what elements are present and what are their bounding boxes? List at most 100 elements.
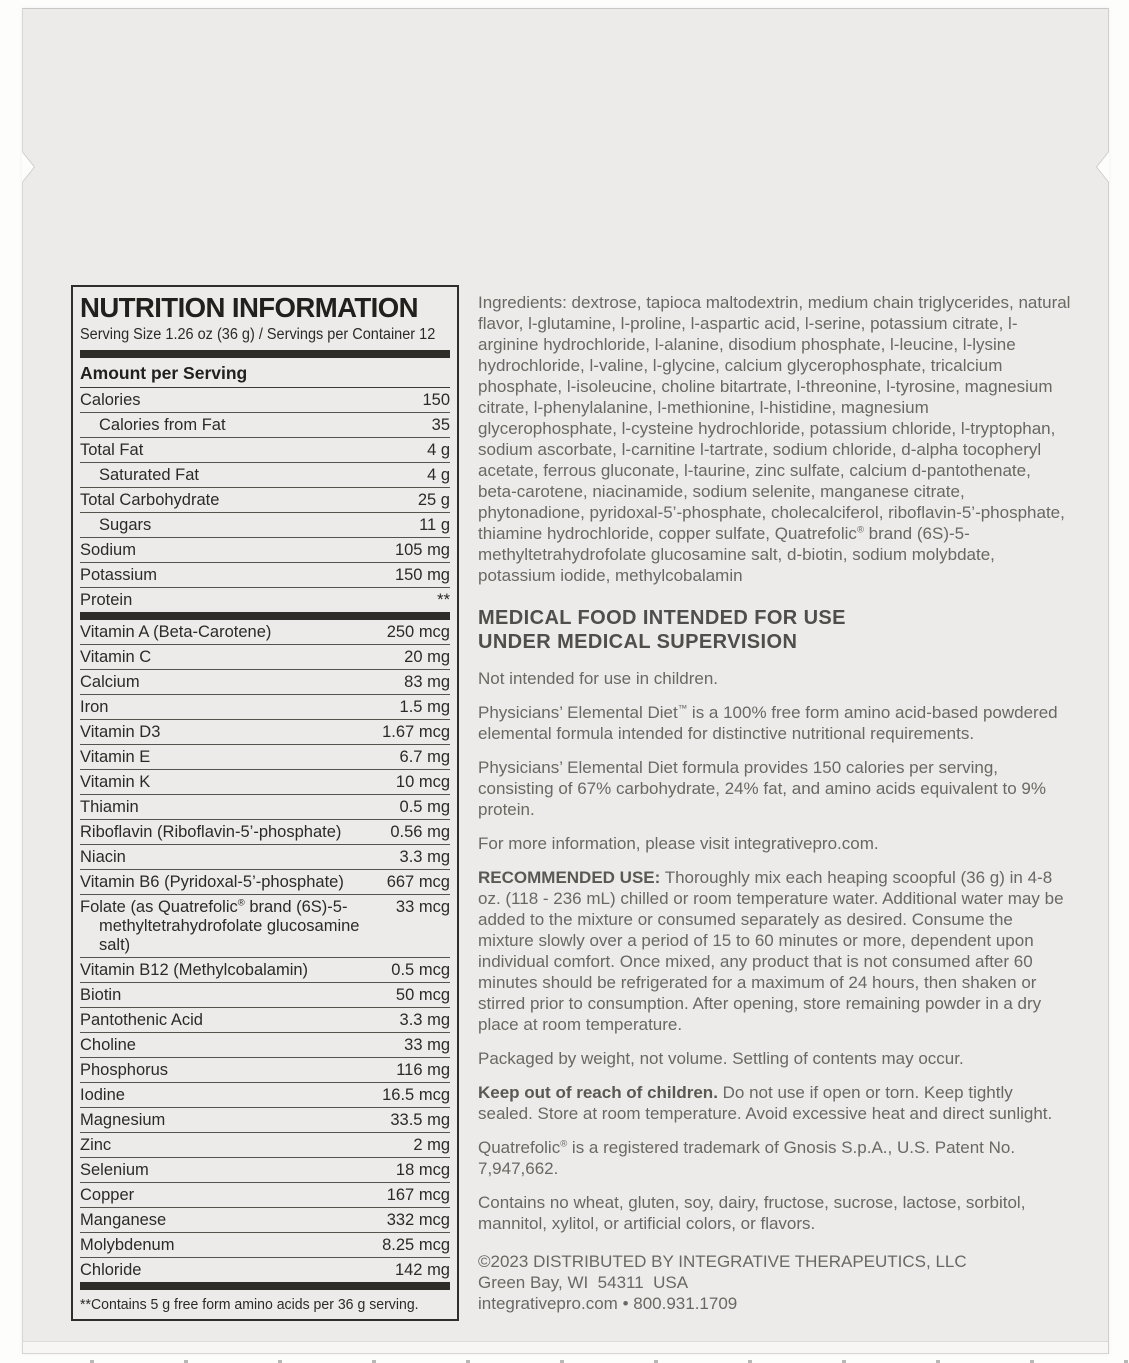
nutrient-label: Sodium xyxy=(80,541,136,559)
nutrient-value: 33.5 mg xyxy=(390,1111,450,1129)
nutrition-row: Choline 33 mg xyxy=(80,1033,450,1058)
nutrient-label: Vitamin K xyxy=(80,773,151,791)
nutrient-label: Total Carbohydrate xyxy=(80,491,220,509)
section-divider xyxy=(80,1282,450,1290)
nutrient-value: 116 mg xyxy=(396,1061,450,1079)
nutrient-value: 2 mg xyxy=(413,1136,450,1154)
nutrient-label: Total Fat xyxy=(80,441,144,459)
nutrient-value: 1.5 mg xyxy=(399,698,450,716)
nutrition-row: Zinc 2 mg xyxy=(80,1133,450,1158)
trademark-mark: ™ xyxy=(677,703,688,715)
nutrition-row: Copper 167 mcg xyxy=(80,1183,450,1208)
nutrition-row: Vitamin E 6.7 mg xyxy=(80,745,450,770)
nutrition-row: Vitamin C 20 mg xyxy=(80,645,450,670)
nutrient-label: Iron xyxy=(80,698,109,716)
nutrient-value: 250 mcg xyxy=(386,623,450,641)
nutrition-row: Iodine 16.5 mcg xyxy=(80,1083,450,1108)
nutrition-row: Total Carbohydrate 25 g xyxy=(80,488,450,513)
nutrition-row: Calcium 83 mg xyxy=(80,670,450,695)
keep-out-of-reach-warning: Keep out of reach of children. Do not us… xyxy=(478,1083,1053,1123)
nutrient-label: Vitamin D3 xyxy=(80,723,161,741)
serving-size-line: Serving Size 1.26 oz (36 g) / Servings p… xyxy=(80,326,436,343)
nutrient-label: Calories xyxy=(80,391,141,409)
nutrient-label: Selenium xyxy=(80,1161,149,1179)
distributor-footer: ©2023 DISTRIBUTED BY INTEGRATIVE THERAPE… xyxy=(478,1251,1072,1314)
nutrient-value: 1.67 mcg xyxy=(382,723,450,741)
nutrient-label: Calcium xyxy=(80,673,140,691)
nutrition-row: Protein ** xyxy=(80,588,450,612)
nutrient-label-line2: methyltetrahydrofolate glucosamine salt) xyxy=(99,917,360,954)
nutrition-row: Selenium 18 mcg xyxy=(80,1158,450,1183)
nutrition-row: Total Fat 4 g xyxy=(80,438,450,463)
nutrition-panel: NUTRITION INFORMATION Serving Size 1.26 … xyxy=(71,285,459,1321)
amino-acid-footnote: **Contains 5 g free form amino acids per… xyxy=(80,1296,419,1313)
package-back-panel: NUTRITION INFORMATION Serving Size 1.26 … xyxy=(22,8,1109,1354)
nutrition-row: Vitamin A (Beta-Carotene) 250 mcg xyxy=(80,620,450,645)
nutrient-value: 25 g xyxy=(417,491,450,509)
nutrient-value: 50 mcg xyxy=(395,986,450,1004)
nutrient-value: 10 mcg xyxy=(395,773,450,791)
nutrient-label: Thiamin xyxy=(80,798,139,816)
nutrition-row: Iron 1.5 mg xyxy=(80,695,450,720)
nutrient-value: 142 mg xyxy=(394,1261,450,1279)
ingredients-paragraph: Ingredients: dextrose, tapioca maltodext… xyxy=(478,293,1071,585)
allergen-statement: Contains no wheat, gluten, soy, dairy, f… xyxy=(478,1193,1026,1233)
nutrition-row: Vitamin B12 (Methylcobalamin) 0.5 mcg xyxy=(80,958,450,983)
formula-composition: Physicians’ Elemental Diet formula provi… xyxy=(478,758,1046,819)
nutrient-value: 11 g xyxy=(419,516,450,534)
nutrient-value: 16.5 mcg xyxy=(382,1086,450,1104)
nutrient-label: Folate (as Quatrefolic® brand (6S)-5- met… xyxy=(80,898,388,955)
nutrient-value: 150 xyxy=(422,391,450,409)
nutrient-value: 33 mg xyxy=(404,1036,450,1054)
nutrient-value: 105 mg xyxy=(394,541,450,559)
nutrient-value: ** xyxy=(437,591,450,609)
nutrient-value: 0.5 mg xyxy=(399,798,450,816)
information-column: Ingredients: dextrose, tapioca maltodext… xyxy=(478,292,1072,1314)
nutrition-row: Sugars 11 g xyxy=(80,513,450,538)
nutrient-value: 18 mcg xyxy=(395,1161,450,1179)
nutrition-rows: Calories 150 Calories from Fat 35 Total Fat 4… xyxy=(80,388,450,1290)
nutrient-label: Vitamin B6 (Pyridoxal-5’-phosphate) xyxy=(80,873,344,891)
nutrition-row: Molybdenum 8.25 mcg xyxy=(80,1233,450,1258)
recommended-use: RECOMMENDED USE: Thoroughly mix each hea… xyxy=(478,868,1064,1034)
section-divider xyxy=(80,612,450,620)
nutrition-row: Calories 150 xyxy=(80,388,450,413)
nutrient-label: Vitamin B12 (Methylcobalamin) xyxy=(80,961,309,979)
nutrient-label: Niacin xyxy=(80,848,126,866)
nutrient-label: Magnesium xyxy=(80,1111,166,1129)
tear-notch-right xyxy=(1097,152,1109,182)
nutrient-label: Zinc xyxy=(80,1136,112,1154)
nutrient-value: 4 g xyxy=(427,441,450,459)
nutrient-value: 6.7 mg xyxy=(399,748,450,766)
nutrition-row: Pantothenic Acid 3.3 mg xyxy=(80,1008,450,1033)
nutrient-label: Phosphorus xyxy=(80,1061,169,1079)
footer-line: integrativepro.com • 800.931.1709 xyxy=(478,1294,738,1313)
nutrient-label: Manganese xyxy=(80,1211,167,1229)
nutrition-title: NUTRITION INFORMATION xyxy=(80,292,419,323)
nutrient-value: 167 mcg xyxy=(386,1186,450,1204)
nutrition-row: Niacin 3.3 mg xyxy=(80,845,450,870)
nutrient-value: 35 xyxy=(431,416,450,434)
nutrition-row: Calories from Fat 35 xyxy=(80,413,450,438)
recommended-use-lead: RECOMMENDED USE: xyxy=(478,868,661,887)
nutrient-label: Riboflavin (Riboflavin-5’-phosphate) xyxy=(80,823,342,841)
nutrient-value: 4 g xyxy=(427,466,450,484)
nutrition-row: Thiamin 0.5 mg xyxy=(80,795,450,820)
nutrient-value: 667 mcg xyxy=(386,873,450,891)
nutrient-label: Pantothenic Acid xyxy=(80,1011,203,1029)
nutrient-value: 83 mg xyxy=(404,673,450,691)
nutrient-label: Calories from Fat xyxy=(99,416,226,434)
nutrient-label: Protein xyxy=(80,591,133,609)
nutrition-row: Magnesium 33.5 mg xyxy=(80,1108,450,1133)
nutrition-row: Saturated Fat 4 g xyxy=(80,463,450,488)
nutrition-row: Riboflavin (Riboflavin-5’-phosphate) 0.56… xyxy=(80,820,450,845)
nutrient-label: Potassium xyxy=(80,566,158,584)
section-divider xyxy=(80,350,450,358)
nutrient-label: Chloride xyxy=(80,1261,142,1279)
nutrient-value: 33 mcg xyxy=(395,898,450,916)
nutrition-row: Manganese 332 mcg xyxy=(80,1208,450,1233)
nutrition-row: Biotin 50 mcg xyxy=(80,983,450,1008)
nutrient-value: 0.56 mg xyxy=(390,823,450,841)
trademark-note: Quatrefolic® is a registered trademark o… xyxy=(478,1138,1016,1178)
nutrition-row: Vitamin D3 1.67 mcg xyxy=(80,720,450,745)
